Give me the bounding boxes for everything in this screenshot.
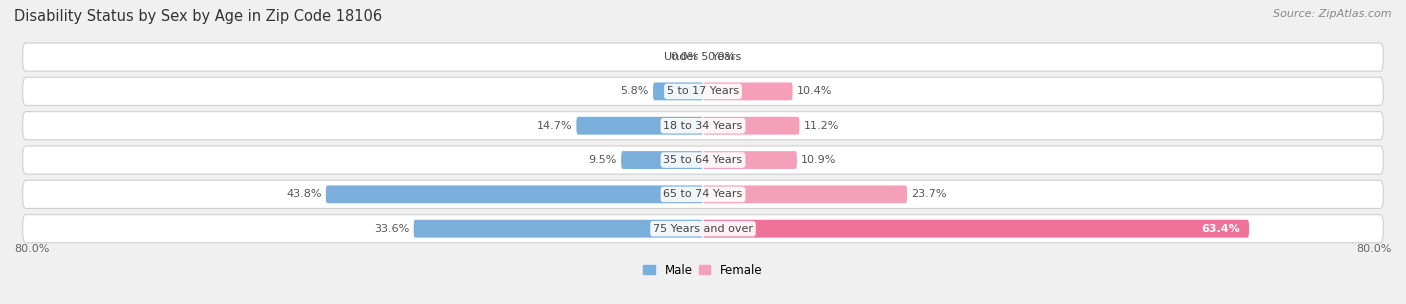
Text: 5 to 17 Years: 5 to 17 Years <box>666 86 740 96</box>
Text: 33.6%: 33.6% <box>374 224 409 234</box>
Text: 0.0%: 0.0% <box>671 52 699 62</box>
FancyBboxPatch shape <box>621 151 703 169</box>
FancyBboxPatch shape <box>703 82 793 100</box>
Text: 18 to 34 Years: 18 to 34 Years <box>664 121 742 131</box>
FancyBboxPatch shape <box>413 220 703 238</box>
Text: 10.9%: 10.9% <box>801 155 837 165</box>
Text: 11.2%: 11.2% <box>804 121 839 131</box>
FancyBboxPatch shape <box>576 117 703 135</box>
Text: 0.0%: 0.0% <box>707 52 735 62</box>
Text: 5.8%: 5.8% <box>620 86 648 96</box>
Text: 14.7%: 14.7% <box>537 121 572 131</box>
Text: 43.8%: 43.8% <box>285 189 322 199</box>
Text: Under 5 Years: Under 5 Years <box>665 52 741 62</box>
Text: 23.7%: 23.7% <box>911 189 946 199</box>
FancyBboxPatch shape <box>22 180 1384 209</box>
Text: Source: ZipAtlas.com: Source: ZipAtlas.com <box>1274 9 1392 19</box>
Text: 63.4%: 63.4% <box>1202 224 1240 234</box>
FancyBboxPatch shape <box>703 151 797 169</box>
Text: 9.5%: 9.5% <box>589 155 617 165</box>
FancyBboxPatch shape <box>22 77 1384 105</box>
FancyBboxPatch shape <box>22 112 1384 140</box>
Text: 65 to 74 Years: 65 to 74 Years <box>664 189 742 199</box>
Text: 75 Years and over: 75 Years and over <box>652 224 754 234</box>
FancyBboxPatch shape <box>22 215 1384 243</box>
FancyBboxPatch shape <box>652 82 703 100</box>
FancyBboxPatch shape <box>326 185 703 203</box>
Legend: Male, Female: Male, Female <box>638 259 768 282</box>
FancyBboxPatch shape <box>703 117 800 135</box>
FancyBboxPatch shape <box>22 146 1384 174</box>
FancyBboxPatch shape <box>703 185 907 203</box>
FancyBboxPatch shape <box>22 43 1384 71</box>
Text: 80.0%: 80.0% <box>1357 244 1392 254</box>
Text: 80.0%: 80.0% <box>14 244 49 254</box>
FancyBboxPatch shape <box>703 220 1249 238</box>
Text: 10.4%: 10.4% <box>797 86 832 96</box>
Text: Disability Status by Sex by Age in Zip Code 18106: Disability Status by Sex by Age in Zip C… <box>14 9 382 24</box>
Text: 35 to 64 Years: 35 to 64 Years <box>664 155 742 165</box>
